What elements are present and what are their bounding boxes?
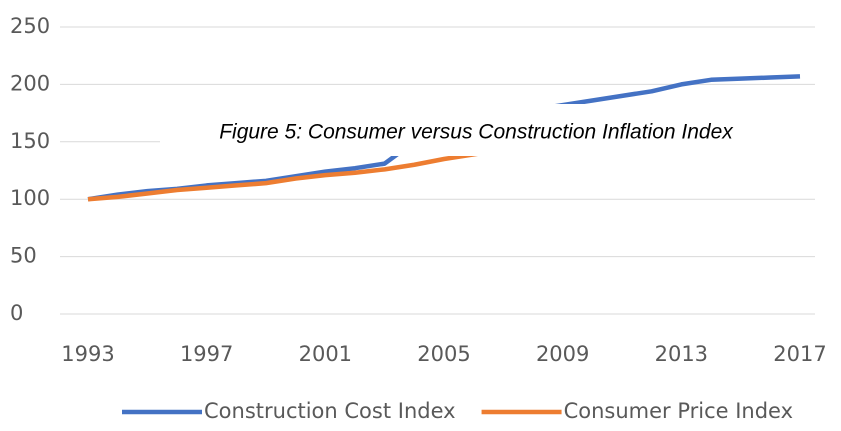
- caption-box: [160, 104, 835, 156]
- x-tick-label: 2017: [773, 342, 826, 366]
- y-tick-label: 50: [10, 244, 37, 268]
- y-tick-label: 100: [10, 186, 50, 210]
- y-tick-label: 150: [10, 129, 50, 153]
- x-tick-label: 2009: [536, 342, 589, 366]
- legend-label: Construction Cost Index: [204, 399, 456, 423]
- x-tick-label: 2005: [417, 342, 470, 366]
- grid: 0 50 100 150 200 250 1993 1997 2001 2005 2009 2013 2…: [10, 14, 827, 366]
- x-tick-label: 2013: [655, 342, 708, 366]
- y-tick-label: 200: [10, 71, 50, 95]
- y-tick-label: 0: [10, 301, 23, 325]
- chart-title: Figure 5: Consumer versus Construction I…: [219, 121, 734, 144]
- legend: Construction Cost Index Consumer Price In…: [122, 399, 793, 423]
- x-tick-label: 1997: [180, 342, 233, 366]
- x-tick-label: 2001: [299, 342, 352, 366]
- legend-label: Consumer Price Index: [564, 399, 793, 423]
- x-tick-label: 1993: [61, 342, 114, 366]
- y-tick-label: 250: [10, 14, 50, 38]
